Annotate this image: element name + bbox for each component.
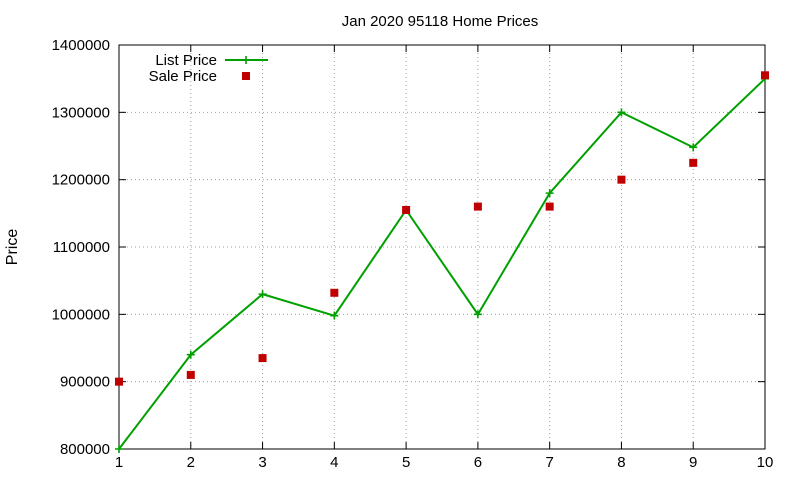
chart-title: Jan 2020 95118 Home Prices: [342, 13, 539, 30]
list-price-point: [330, 311, 339, 320]
sale-price-point: [258, 354, 267, 363]
legend-square-marker: [242, 72, 250, 80]
sale-price-point: [545, 202, 554, 211]
sale-price-point: [617, 175, 626, 184]
legend-label: List Price: [155, 52, 217, 69]
sale-price-point: [689, 158, 698, 167]
y-tick-label: 800000: [60, 441, 110, 458]
x-tick-label: 10: [757, 454, 774, 471]
series-list-price: [115, 74, 769, 453]
y-tick-label: 1000000: [52, 306, 110, 323]
sale-price-point: [473, 202, 482, 211]
list-price-point: [186, 350, 195, 359]
sale-price-point: [761, 71, 769, 80]
sale-price-point: [186, 370, 195, 379]
legend-entry: List Price: [155, 52, 268, 69]
list-price-point: [545, 189, 554, 198]
x-tick-label: 8: [617, 454, 625, 471]
y-tick-label: 1400000: [52, 37, 110, 54]
axis-ticks: 800000 900000 1000000 1100000 1200000 1300000…: [52, 37, 774, 471]
y-tick-label: 1100000: [53, 239, 110, 256]
x-tick-label: 2: [187, 454, 195, 471]
sale-price-point: [402, 205, 411, 214]
grid-lines: [119, 45, 765, 449]
legend-plus-marker: [242, 56, 250, 64]
y-axis-title: Price: [4, 229, 21, 266]
series-sale-price: [115, 71, 769, 386]
list-price-point: [258, 290, 267, 299]
x-tick-label: 9: [689, 454, 697, 471]
sale-price-point: [330, 288, 339, 297]
y-tick-label: 1300000: [52, 104, 110, 121]
list-price-point: [689, 143, 698, 152]
x-tick-label: 6: [474, 454, 482, 471]
x-tick-label: 3: [258, 454, 266, 471]
x-tick-label: 4: [330, 454, 338, 471]
list-price-point: [473, 310, 482, 319]
list-price-point: [617, 108, 626, 117]
x-tick-label: 7: [545, 454, 553, 471]
list-price-point: [115, 445, 123, 453]
x-tick-label: 5: [402, 454, 410, 471]
series-layer: [115, 71, 769, 453]
legend-label: Sale Price: [149, 68, 217, 85]
y-tick-label: 1200000: [52, 172, 110, 189]
legend-entry: Sale Price: [149, 68, 250, 85]
y-tick-label: 900000: [60, 374, 110, 391]
x-tick-label: 1: [115, 454, 123, 471]
sale-price-point: [115, 377, 123, 386]
list-price-line: [118, 77, 766, 450]
